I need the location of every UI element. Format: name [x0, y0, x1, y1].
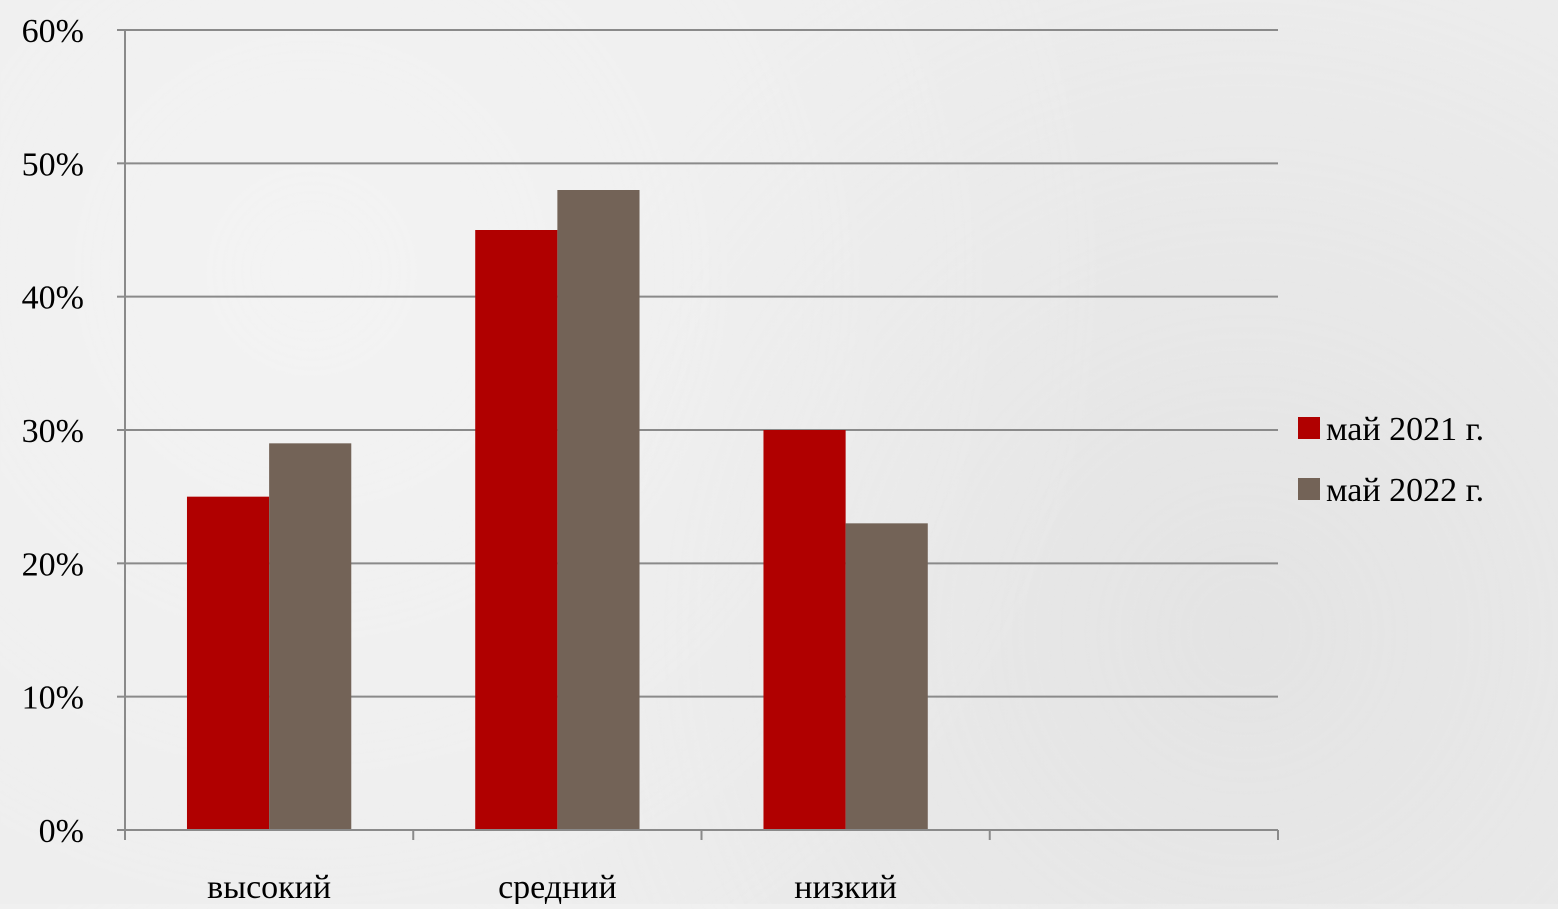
legend-swatch [1298, 478, 1320, 500]
x-tick-label: низкий [794, 869, 897, 904]
y-tick-label: 40% [22, 280, 84, 317]
bar [269, 443, 352, 830]
y-tick-labels: 0% 10% 20% 30% 40% 50% 60% [22, 13, 84, 850]
y-tick-label: 50% [22, 146, 84, 183]
bars [186, 190, 928, 830]
legend-label: май 2021 г. [1326, 411, 1484, 448]
bar [763, 430, 846, 830]
x-tick-labels: высокий средний низкий [207, 869, 897, 906]
legend: май 2021 г. май 2022 г. [1298, 411, 1484, 509]
bar [845, 523, 928, 830]
axes [117, 29, 1279, 840]
bar [475, 230, 558, 830]
y-tick-label: 0% [39, 813, 84, 850]
legend-swatch [1298, 417, 1320, 439]
y-tick-label: 30% [22, 413, 84, 450]
bar [186, 496, 270, 830]
bar [557, 190, 640, 830]
y-tick-label: 20% [22, 546, 84, 583]
y-tick-label: 10% [22, 680, 84, 717]
legend-label: май 2022 г. [1326, 472, 1484, 509]
y-tick-label: 60% [22, 13, 84, 50]
x-tick-label: высокий [207, 869, 331, 904]
x-tick-label: средний [498, 869, 617, 904]
